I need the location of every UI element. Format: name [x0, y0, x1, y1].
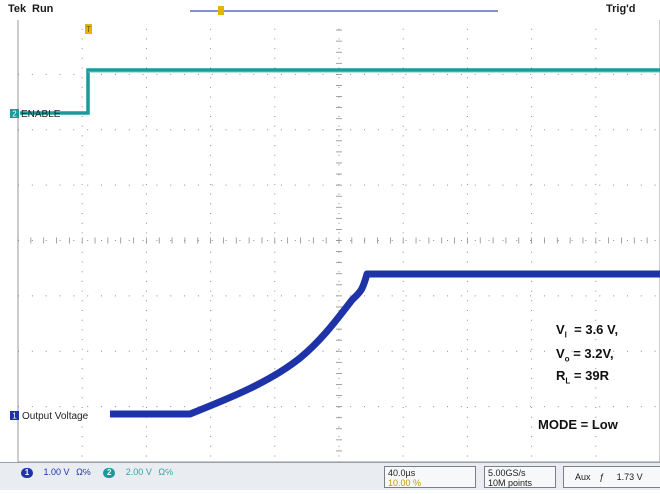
ch1-marker[interactable]: 1 [10, 411, 19, 421]
record-position-marker[interactable] [218, 6, 224, 15]
brand-label: Tek [8, 3, 27, 15]
status-bar: Tek Run Trig'd [0, 0, 660, 20]
output-voltage-trace [110, 270, 660, 418]
trigger-slope-icon: ƒ [599, 472, 605, 482]
trigger-level: 1.73 V [616, 472, 643, 482]
ch1-label: Output Voltage [22, 411, 89, 422]
trigger-source: Aux [575, 472, 591, 482]
ch2-marker-number: 2 [12, 110, 17, 119]
sample-rate: 5.00GS/s [488, 468, 526, 478]
channel-scale-panel: 1 1.00 V Ω℅ 2 2.00 V Ω℅ [18, 466, 376, 488]
record-length: 10M points [488, 478, 533, 488]
trigger-position-marker[interactable]: T [85, 24, 92, 34]
ch2-coupling-icon: Ω℅ [158, 467, 174, 477]
ch2-label: ENABLE [21, 109, 61, 120]
run-state-label: Run [32, 3, 54, 15]
output-voltage-annotation: Vo = 3.2V, [556, 346, 614, 364]
ch1-marker-number: 1 [12, 412, 17, 421]
trigger-position-value: 10.00 % [388, 478, 422, 488]
ch2-scale: 2.00 V [125, 467, 152, 477]
enable-trace [20, 68, 660, 115]
graticule-grid [17, 18, 660, 463]
trigger-marker-label: T [86, 25, 91, 34]
measurement-bar: 1 1.00 V Ω℅ 2 2.00 V Ω℅ 40.0µs 10.00 % 5… [0, 462, 660, 490]
ch2-scale-pill[interactable]: 2 [103, 467, 116, 478]
timebase-box[interactable]: 40.0µs 10.00 % [384, 466, 476, 488]
ch2-marker[interactable]: 2 [10, 109, 19, 119]
load-resistance-annotation: RL = 39R [556, 368, 609, 386]
input-voltage-annotation: VI = 3.6 V, [556, 322, 619, 340]
trigger-box[interactable]: Aux ƒ 1.73 V [563, 466, 660, 488]
mode-annotation: MODE = Low [538, 417, 618, 432]
trigger-status-label: Trig'd [606, 3, 636, 15]
ch1-scale-pill[interactable]: 1 [21, 467, 33, 478]
record-position-bar[interactable] [190, 6, 500, 16]
ch1-scale: 1.00 V [43, 467, 70, 477]
ch1-coupling-icon: Ω℅ [76, 467, 91, 477]
acquisition-box[interactable]: 5.00GS/s 10M points [484, 466, 556, 488]
timebase-value: 40.0µs [388, 468, 416, 478]
